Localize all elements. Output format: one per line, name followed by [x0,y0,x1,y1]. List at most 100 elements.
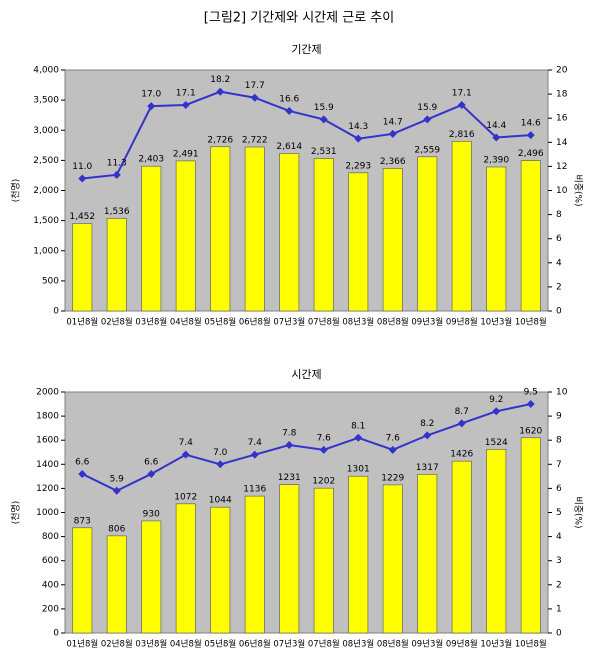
bar [348,475,369,634]
bar [486,449,507,634]
line-marker [78,174,87,183]
bar [141,165,162,312]
line [81,403,531,492]
y-tick-label: 4,000 [33,66,59,76]
bar-value-label: 2,722 [242,135,268,145]
y2-tick-label: 1 [556,604,562,614]
line-value-label: 14.4 [486,121,506,131]
bar-value-label: 1072 [174,492,197,502]
bar [244,495,265,634]
line-value-label: 14.6 [521,119,541,129]
y-tick-label: 0 [53,629,59,639]
line-value-label: 15.9 [314,103,334,113]
y-tick-label: 1400 [36,460,59,470]
bar [279,484,300,634]
x-tick-label: 09년3월 [411,317,443,328]
bar [244,146,265,312]
line-marker [216,460,225,469]
line-marker [181,100,190,109]
y-axis-label: (천명) [11,501,22,525]
line-value-label: 8.2 [420,419,434,429]
y-tick-label: 1000 [36,508,59,518]
y-tick-label: 400 [42,580,59,590]
x-tick-label: 09년3월 [411,639,443,650]
line-marker [285,106,294,115]
x-tick-label: 08년3월 [342,639,374,650]
y2-tick-label: 8 [556,436,562,446]
y2-tick-label: 7 [556,460,562,470]
x-tick-label: 07년3월 [273,639,305,650]
y-tick-label: 200 [42,604,59,614]
line-value-label: 17.7 [245,81,265,91]
page-title: [그림2] 기간제와 시간제 근로 추이 [204,11,394,26]
y2-tick-label: 12 [556,162,567,172]
line-marker [354,433,363,442]
x-tick-label: 10년3월 [480,317,512,328]
line-value-label: 7.8 [282,429,297,439]
line-value-label: 17.1 [452,88,472,98]
y2-tick-label: 0 [556,307,562,317]
line-marker [388,445,397,454]
x-tick-label: 02년8월 [101,639,133,650]
line-marker [216,87,225,96]
y-tick-label: 1800 [36,412,59,422]
y2-tick-label: 8 [556,210,562,220]
bar [313,487,334,634]
bar [348,172,369,312]
line-marker [285,441,294,450]
y-tick-label: 0 [53,307,59,317]
bar-value-label: 2,726 [207,135,233,145]
line-marker [388,129,397,138]
x-tick-label: 06년8월 [239,639,271,650]
y2-tick-label: 14 [556,138,568,148]
y2-tick-label: 9 [556,412,562,422]
line-value-label: 9.5 [524,388,538,398]
bar-value-label: 2,390 [483,156,509,166]
x-tick-label: 04년8월 [170,317,202,328]
bar-value-label: 873 [74,516,91,526]
bar-value-label: 1,452 [69,212,95,222]
x-tick-label: 09년8월 [446,639,478,650]
y-tick-label: 3,500 [33,96,59,106]
x-tick-label: 05년8월 [204,317,236,328]
bar-value-label: 1136 [243,485,266,495]
line-marker [457,419,466,428]
y-tick-label: 2,500 [33,156,59,166]
y-tick-label: 2000 [36,388,59,398]
bar-value-label: 1620 [519,426,542,436]
line-marker [457,100,466,109]
y2-tick-label: 16 [556,114,568,124]
bar-value-label: 1229 [381,473,404,483]
bar-value-label: 1426 [450,450,473,460]
y-tick-label: 1,000 [33,246,59,256]
y2-tick-label: 3 [556,556,562,566]
line-value-label: 7.4 [248,438,263,448]
bar [175,503,196,634]
bar [141,520,162,634]
line-marker [147,102,156,111]
bar-value-label: 806 [108,524,125,534]
bar-value-label: 2,559 [414,145,440,155]
y2-tick-label: 20 [556,66,568,76]
bar [106,218,127,312]
x-tick-label: 10년8월 [515,317,547,328]
y2-tick-label: 2 [556,580,562,590]
bar [382,484,403,634]
line-marker [250,450,259,459]
bar [175,160,196,312]
x-tick-label: 01년8월 [66,317,98,328]
line-marker [78,469,87,478]
bar-value-label: 1044 [209,496,232,506]
bar-value-label: 2,531 [311,147,337,157]
line-value-label: 18.2 [210,75,230,85]
line-value-label: 7.0 [213,448,228,458]
y2-axis-label: 비중(%) [573,496,584,528]
chart-title: 시간제 [291,368,321,381]
x-tick-label: 01년8월 [66,639,98,650]
line-marker [147,469,156,478]
line-value-label: 11.3 [107,158,127,168]
line-marker [423,431,432,440]
bar [451,141,472,312]
x-tick-label: 09년8월 [446,317,478,328]
bar-value-label: 1202 [312,477,335,487]
